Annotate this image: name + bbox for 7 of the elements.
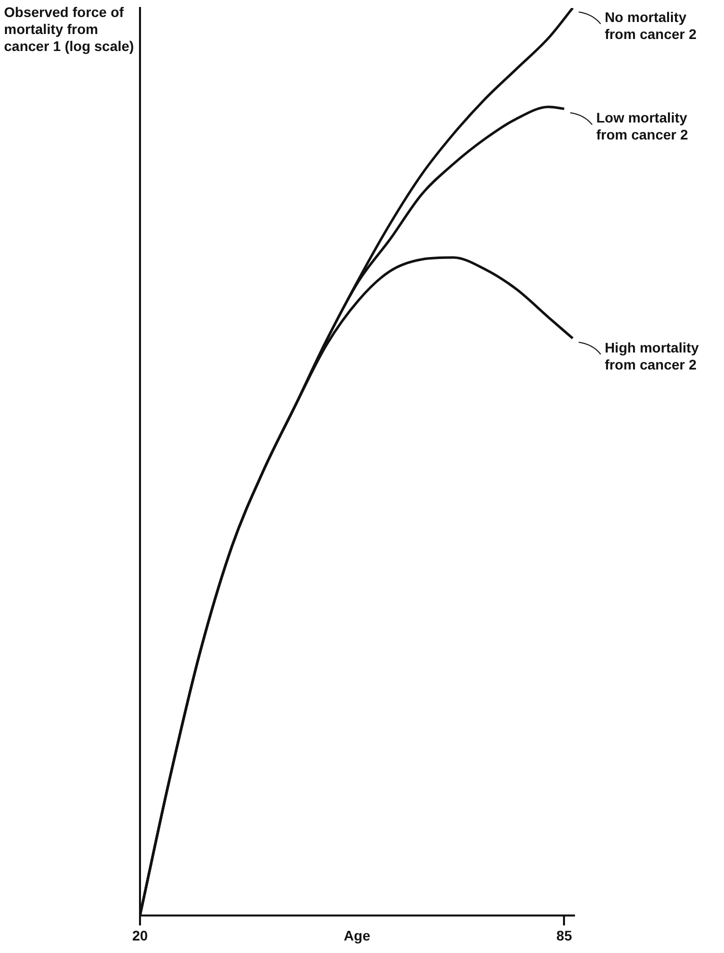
x-tick-label: 85 (556, 928, 572, 944)
legend-label: Low mortality from cancer 2 (596, 110, 688, 143)
legend-label: High mortality from cancer 2 (604, 339, 700, 372)
x-tick-label: 20 (132, 928, 148, 944)
y-axis-title: Observed force of mortality from cancer 1 (log scale) (4, 4, 134, 55)
x-axis-title: Age (344, 927, 370, 944)
legend-label: No mortality from cancer 2 (604, 9, 697, 42)
